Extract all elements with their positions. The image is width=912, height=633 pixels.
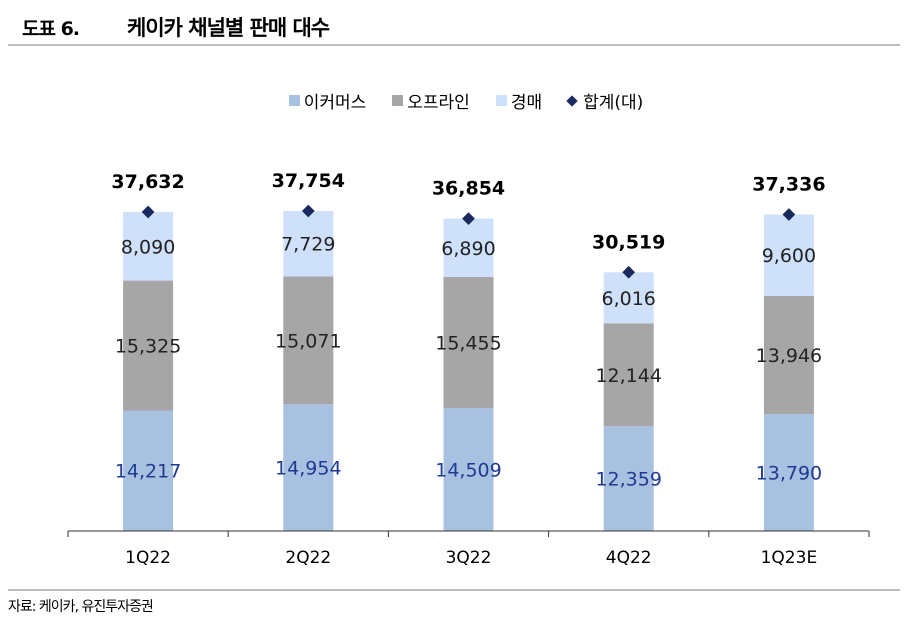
total-label: 30,519 (592, 231, 665, 253)
bar-segment (123, 280, 174, 411)
legend-item-auction: 경매 (495, 88, 543, 113)
data-label: 14,954 (275, 458, 341, 480)
bar-segment (283, 276, 334, 405)
x-tick-label: 1Q23E (761, 548, 818, 568)
legend-label: 이커머스 (303, 93, 367, 113)
bar-segment (443, 277, 494, 409)
bar-segment (603, 323, 654, 427)
legend-swatch (392, 95, 404, 106)
bar-segment (123, 212, 174, 281)
x-tick-label: 4Q22 (606, 548, 652, 568)
legend-swatch (495, 95, 507, 106)
source-divider (8, 589, 900, 591)
total-label: 37,336 (752, 174, 825, 196)
data-label: 6,890 (441, 238, 495, 260)
x-tick-label: 3Q22 (446, 548, 492, 568)
data-label: 14,217 (115, 461, 181, 483)
bar-segment (443, 218, 494, 278)
total-marker (301, 204, 315, 218)
legend: 이커머스 오프라인 경매 합계(대) (0, 88, 912, 113)
data-label: 13,790 (756, 463, 822, 485)
bar-segment (603, 426, 654, 531)
chart-title: 케이카 채널별 판매 대수 (127, 16, 330, 40)
x-tick-label: 1Q22 (125, 548, 171, 568)
data-label: 15,071 (275, 330, 341, 352)
x-tick-label: 2Q22 (285, 548, 331, 568)
bar-segment (763, 295, 814, 415)
bar-segment (123, 410, 174, 531)
data-label: 14,509 (435, 460, 501, 482)
bar-segment (283, 404, 334, 531)
legend-item-offline: 오프라인 (392, 88, 470, 113)
data-label: 15,455 (435, 333, 501, 355)
legend-item-total: 합계(대) (566, 88, 644, 113)
source-note: 자료: 케이카, 유진투자증권 (8, 599, 154, 615)
total-label: 36,854 (432, 178, 505, 200)
data-label: 9,600 (762, 245, 816, 267)
legend-label: 합계(대) (583, 93, 644, 113)
data-label: 8,090 (121, 236, 175, 258)
legend-item-ecommerce: 이커머스 (288, 88, 367, 113)
total-marker (141, 205, 155, 219)
figure-label: 도표 6. (22, 18, 80, 40)
bar-segment (443, 408, 494, 531)
bar-segment (763, 414, 814, 531)
total-marker (462, 212, 475, 225)
title-divider (8, 44, 900, 46)
bar-segment (603, 272, 654, 324)
stacked-bar-chart: 14,217 15,325 8,090 37,632 1Q22 14,954 15,071 7… (67, 170, 870, 568)
data-label: 13,946 (756, 345, 822, 367)
total-label: 37,632 (111, 171, 184, 193)
total-label: 37,754 (272, 170, 345, 192)
legend-swatch (288, 95, 300, 106)
data-label: 12,359 (595, 469, 661, 491)
legend-label: 경매 (510, 93, 543, 113)
data-label: 15,325 (115, 336, 181, 358)
legend-label: 오프라인 (407, 93, 470, 113)
data-label: 6,016 (601, 288, 655, 310)
data-label: 12,144 (595, 365, 661, 387)
bar-segment (763, 214, 814, 296)
data-label: 7,729 (281, 234, 335, 256)
bar-segment (283, 210, 334, 277)
